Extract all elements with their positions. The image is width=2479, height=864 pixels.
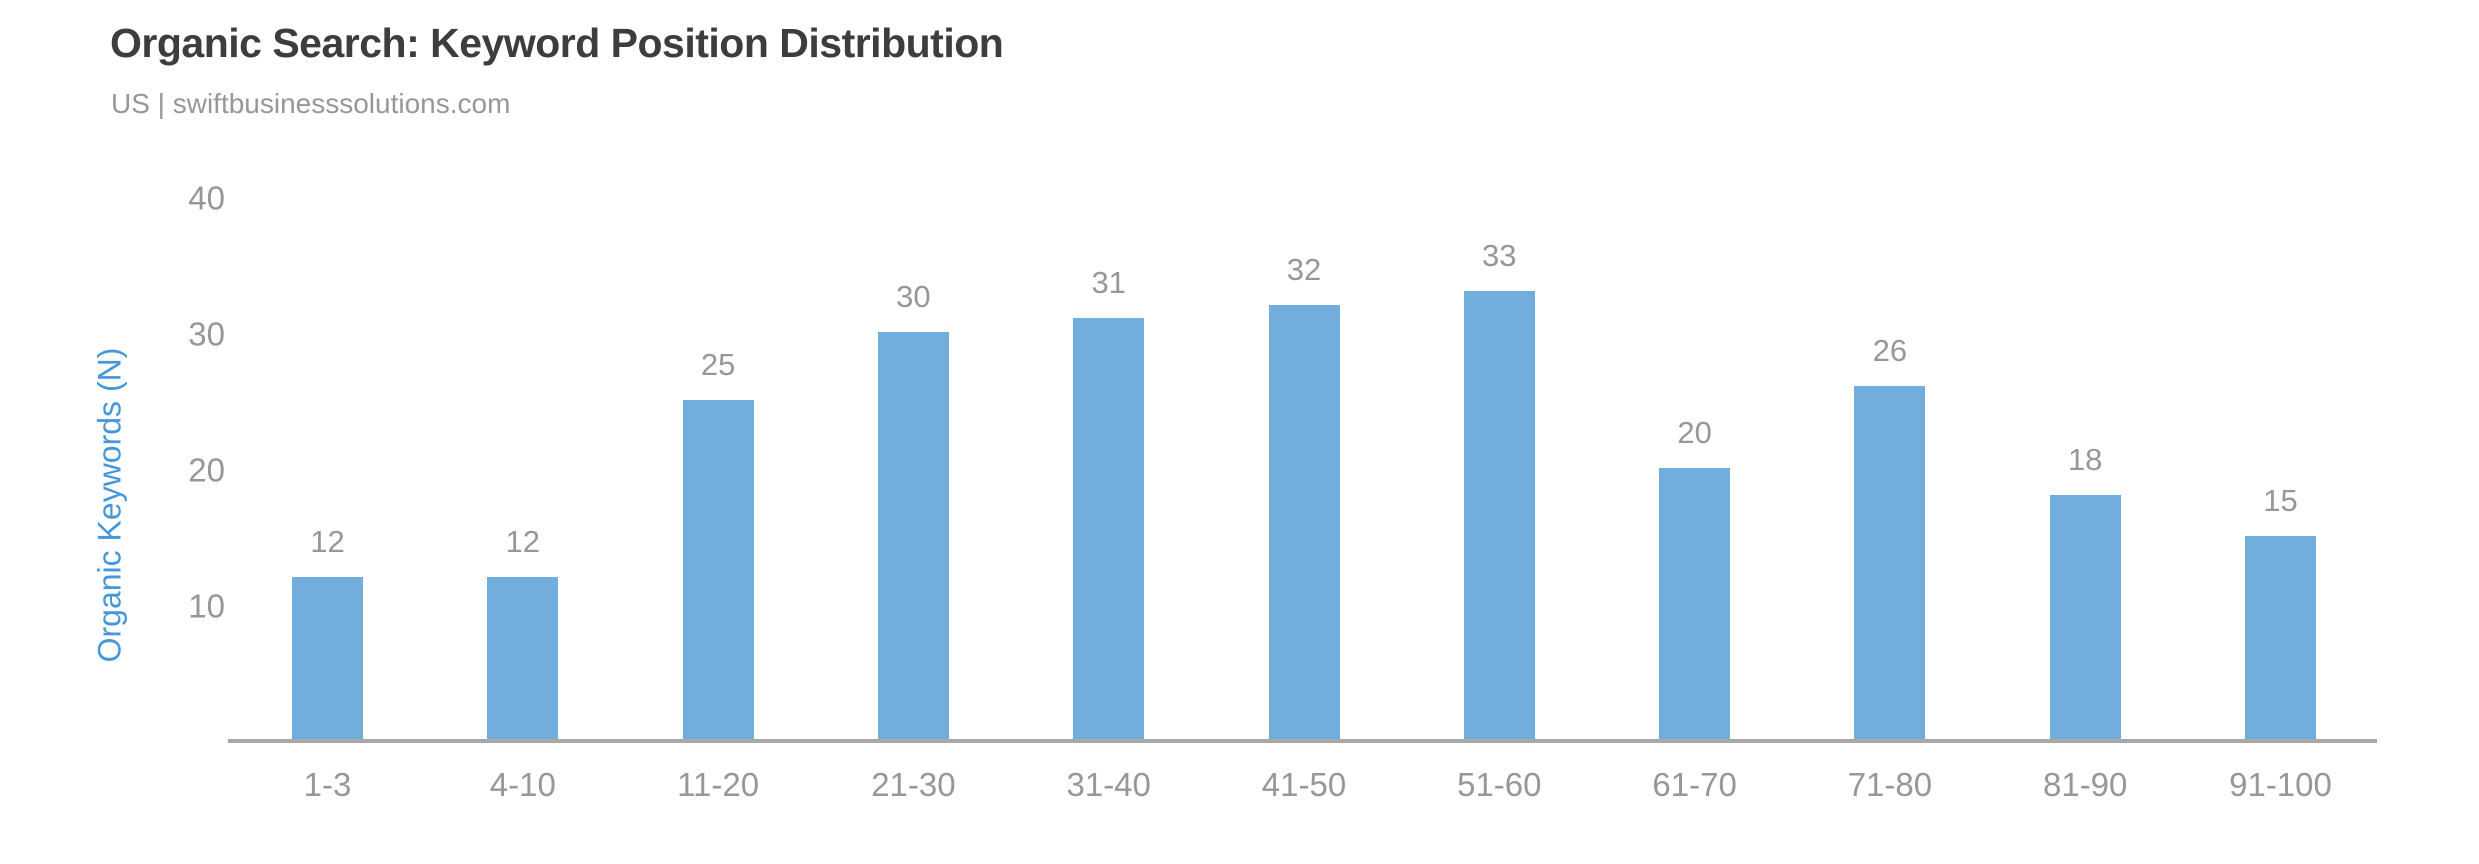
- x-tick-label: 71-80: [1847, 766, 1933, 803]
- bar[interactable]: [1268, 304, 1340, 740]
- x-tick-label: 61-70: [1652, 766, 1737, 803]
- y-tick-label: 10: [188, 587, 225, 625]
- bar-value-label: 25: [700, 347, 736, 382]
- bar-value-label: 15: [2263, 483, 2298, 518]
- y-tick-label: 30: [188, 315, 225, 353]
- bar-value-label: 30: [896, 279, 931, 314]
- y-tick-label: 40: [188, 179, 225, 217]
- bar-value-label: 12: [310, 523, 345, 559]
- bar[interactable]: [487, 576, 559, 740]
- x-tick-label: 51-60: [1457, 766, 1542, 803]
- bar-value-label: 12: [505, 523, 541, 559]
- bar[interactable]: [1073, 318, 1145, 740]
- bar[interactable]: [2245, 536, 2316, 740]
- x-tick-label: 41-50: [1261, 766, 1347, 803]
- bar-value-label: 18: [2067, 442, 2103, 478]
- bar-value-label: 26: [1872, 333, 1908, 369]
- x-axis-line: [228, 739, 2377, 743]
- bar[interactable]: [2049, 495, 2121, 740]
- chart-subtitle: US | swiftbusinesssolutions.com: [111, 88, 511, 119]
- bar-value-label: 20: [1677, 415, 1712, 450]
- x-tick-label: 21-30: [871, 766, 956, 803]
- bar[interactable]: [292, 576, 363, 740]
- bar-value-label: 31: [1091, 265, 1126, 301]
- x-tick-label: 81-90: [2042, 766, 2128, 803]
- bar[interactable]: [1463, 291, 1535, 740]
- bar-value-label: 32: [1286, 251, 1322, 287]
- bar[interactable]: [1854, 386, 1926, 740]
- y-tick-label: 20: [188, 451, 225, 489]
- bar[interactable]: [877, 332, 949, 740]
- x-tick-label: 31-40: [1066, 766, 1151, 803]
- chart-title: Organic Search: Keyword Position Distrib…: [110, 20, 1004, 66]
- x-tick-label: 4-10: [489, 766, 556, 803]
- x-tick-label: 1-3: [303, 766, 352, 803]
- bar[interactable]: [682, 400, 754, 740]
- x-tick-label: 91-100: [2229, 766, 2332, 803]
- x-tick-label: 11-20: [677, 766, 760, 803]
- bar[interactable]: [1659, 468, 1731, 740]
- bar-value-label: 33: [1482, 238, 1517, 274]
